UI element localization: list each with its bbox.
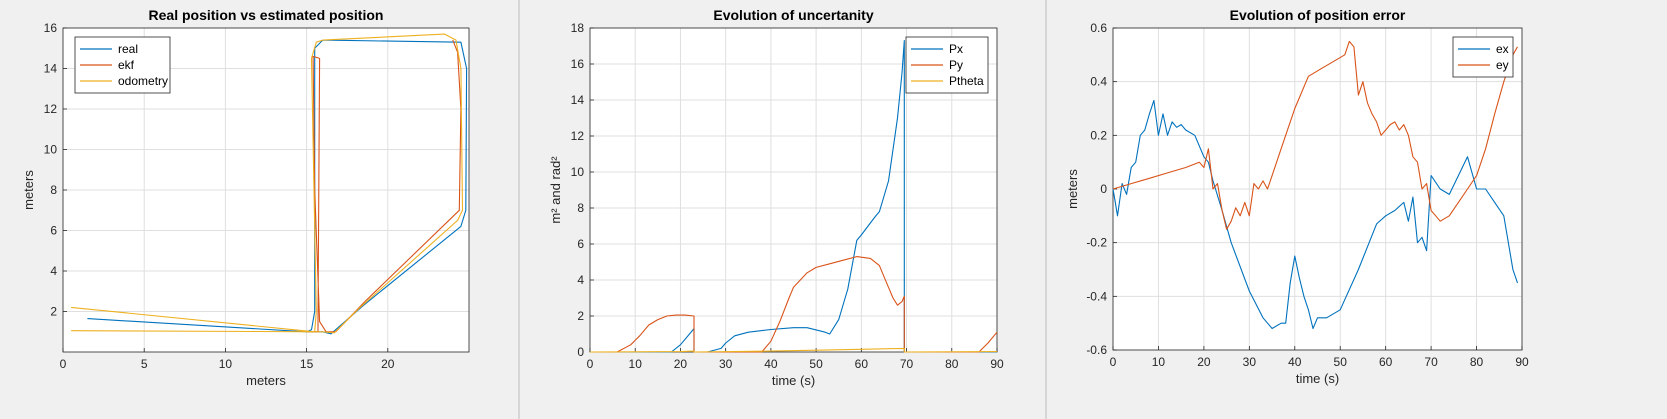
y-tick-label: 2 (50, 305, 57, 319)
legend-label-Px: Px (949, 42, 963, 56)
y-tick-label: 8 (577, 201, 584, 215)
figure-divider (518, 0, 520, 419)
y-tick-label: -0.4 (1086, 289, 1107, 303)
y-tick-label: -0.6 (1086, 343, 1107, 357)
legend-label-odometry: odometry (118, 74, 168, 88)
x-axis-label: time (s) (772, 373, 815, 388)
y-tick-label: 14 (44, 62, 58, 76)
y-tick-label: 4 (577, 273, 584, 287)
legend-label-ey: ey (1496, 58, 1509, 72)
x-tick-label: 30 (1243, 355, 1257, 369)
legend-label-Ptheta: Ptheta (949, 74, 984, 88)
x-tick-label: 80 (1470, 355, 1484, 369)
y-axis-label: meters (21, 170, 36, 210)
series-ey-line (1112, 40, 1518, 230)
x-tick-label: 80 (945, 357, 959, 371)
y-tick-label: 12 (571, 129, 585, 143)
y-tick-label: 16 (44, 21, 58, 35)
x-axis-label: meters (246, 373, 286, 388)
y-tick-label: 8 (50, 183, 57, 197)
chart-3: 0 10 20 30 40 50 60 70 80 90 -0.6 -0.4 -0.2 0 0.2 0.4 0.… (1065, 7, 1529, 386)
plot-frame (589, 27, 998, 353)
legend-box (1452, 36, 1514, 78)
y-tick-label: 0.2 (1090, 128, 1107, 142)
series-ekf-line (306, 39, 462, 333)
figure-divider (1045, 0, 1047, 419)
y-tick-label: 2 (577, 309, 584, 323)
x-tick-label: 70 (1424, 355, 1438, 369)
series-odometry-line (71, 33, 464, 334)
x-tick-label: 10 (629, 357, 643, 371)
x-tick-label: 90 (990, 357, 1004, 371)
y-tick-label: 0 (577, 345, 584, 359)
chart-title: Evolution of uncertanity (713, 7, 873, 23)
x-tick-label: 0 (1110, 355, 1117, 369)
chart-1: 0 5 10 15 20 2 4 6 8 10 12 14 16 Real position vs est… (21, 7, 470, 388)
y-tick-label: 10 (44, 143, 58, 157)
x-tick-label: 5 (141, 357, 148, 371)
legend-label-ekf: ekf (118, 58, 135, 72)
series-ex-line (1112, 99, 1519, 330)
y-tick-label: 10 (571, 165, 585, 179)
y-tick-label: 14 (571, 93, 585, 107)
x-axis-label: time (s) (1296, 371, 1339, 386)
x-tick-label: 50 (809, 357, 823, 371)
x-tick-label: 30 (719, 357, 733, 371)
y-tick-label: 18 (571, 21, 585, 35)
series-Ptheta-line (589, 347, 998, 353)
y-tick-label: -0.2 (1086, 236, 1107, 250)
x-tick-label: 20 (674, 357, 688, 371)
x-tick-label: 0 (60, 357, 67, 371)
x-tick-label: 70 (900, 357, 914, 371)
x-tick-label: 40 (764, 357, 778, 371)
x-tick-label: 10 (219, 357, 233, 371)
y-tick-label: 0.4 (1090, 75, 1107, 89)
chart-title: Evolution of position error (1230, 7, 1406, 23)
y-tick-label: 6 (50, 224, 57, 238)
legend-label-Py: Py (949, 58, 963, 72)
x-tick-label: 60 (1379, 355, 1393, 369)
chart-title: Real position vs estimated position (149, 7, 384, 23)
x-tick-label: 40 (1288, 355, 1302, 369)
x-tick-label: 0 (587, 357, 594, 371)
x-tick-label: 10 (1152, 355, 1166, 369)
x-tick-label: 50 (1334, 355, 1348, 369)
x-tick-label: 15 (300, 357, 314, 371)
legend-label-real: real (118, 42, 138, 56)
legend-label-ex: ex (1496, 42, 1509, 56)
y-tick-label: 0 (1100, 182, 1107, 196)
x-tick-label: 90 (1515, 355, 1529, 369)
y-axis-label: meters (1065, 169, 1080, 209)
y-tick-label: 4 (50, 264, 57, 278)
x-tick-label: 20 (381, 357, 395, 371)
x-tick-label: 60 (855, 357, 869, 371)
series-Py-line (590, 256, 998, 353)
x-tick-label: 20 (1197, 355, 1211, 369)
y-tick-label: 0.6 (1090, 21, 1107, 35)
chart-2: 0 10 20 30 40 50 60 70 80 90 0 2 4 6 8 10 12 14 16 18 Evolut… (548, 7, 1004, 388)
y-tick-label: 12 (44, 102, 58, 116)
y-tick-label: 6 (577, 237, 584, 251)
y-axis-label: m² and rad² (548, 156, 563, 224)
y-tick-label: 16 (571, 57, 585, 71)
